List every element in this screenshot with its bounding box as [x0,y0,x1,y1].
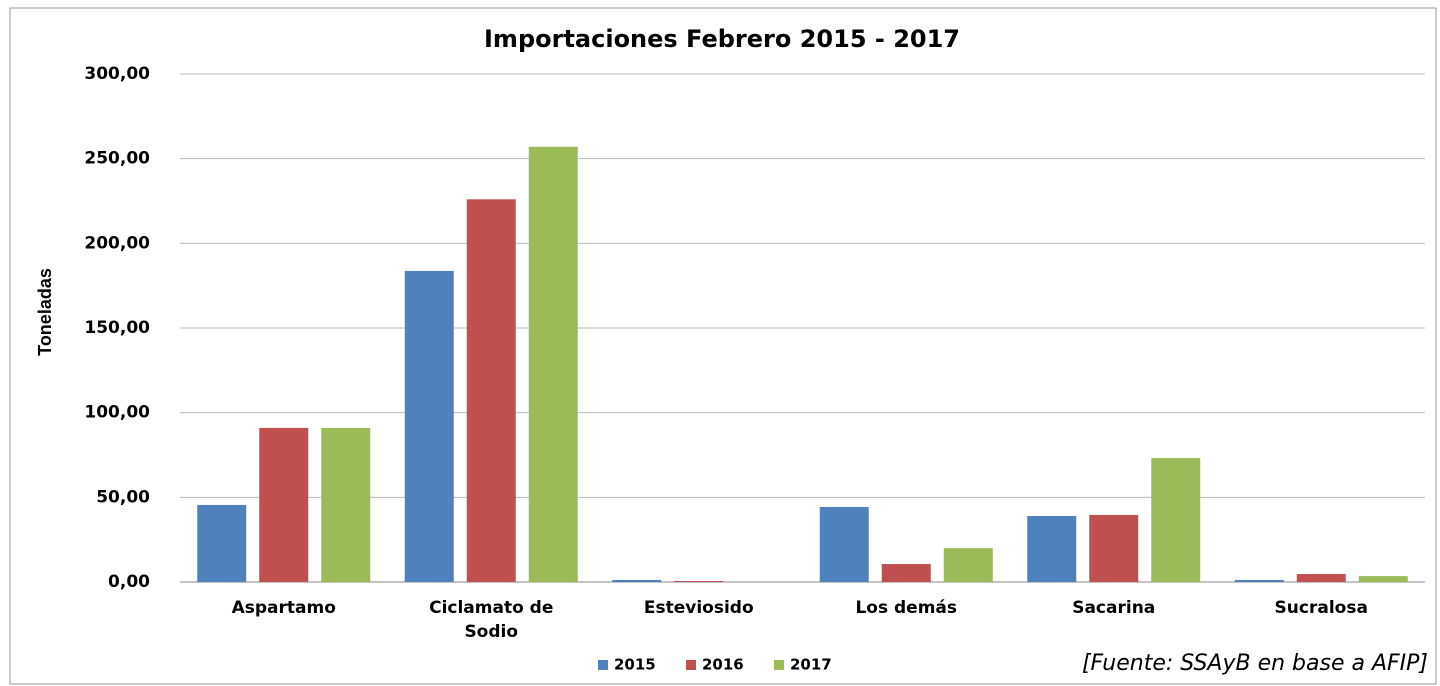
bar [259,427,309,582]
bar [1027,515,1077,582]
legend-swatch [774,660,784,670]
legend-label: 2015 [614,656,656,674]
x-tick-label: Los demás [855,598,958,618]
bar [1151,458,1201,582]
y-axis-label: Toneladas [35,268,55,356]
y-tick-label: 200,00 [84,233,150,253]
y-tick-label: 0,00 [108,572,150,592]
bar [674,580,724,582]
bar [612,579,662,582]
bar [1296,574,1346,582]
x-tick-label: Ciclamato de Sodio [429,598,554,642]
bar [1234,579,1284,582]
x-tick-label: Sucralosa [1274,598,1368,618]
legend-label: 2017 [790,656,832,674]
bar [819,506,869,582]
bar [466,199,516,582]
bar [1089,514,1139,582]
y-tick-label: 100,00 [84,403,150,423]
x-tick-label: Aspartamo [231,598,336,618]
bar [943,548,993,582]
bar [1358,576,1408,582]
bar [881,564,931,582]
bar [321,427,371,582]
bar [528,146,578,582]
bar [197,504,247,582]
source: [Fuente: SSAyB en base a AFIP] [1082,651,1428,676]
legend-swatch [686,660,696,670]
legend-swatch [598,660,608,670]
y-tick-label: 250,00 [84,149,150,169]
frame [9,7,1437,685]
y-tick-label: 50,00 [96,487,150,507]
x-tick-label: Esteviosido [643,598,754,618]
bar [404,270,454,582]
chart-title: Importaciones Febrero 2015 - 2017 [484,25,960,53]
x-tick-label: Sacarina [1072,598,1156,618]
y-tick-label: 300,00 [84,64,150,84]
legend-label: 2016 [702,656,744,674]
y-tick-label: 150,00 [84,318,150,338]
